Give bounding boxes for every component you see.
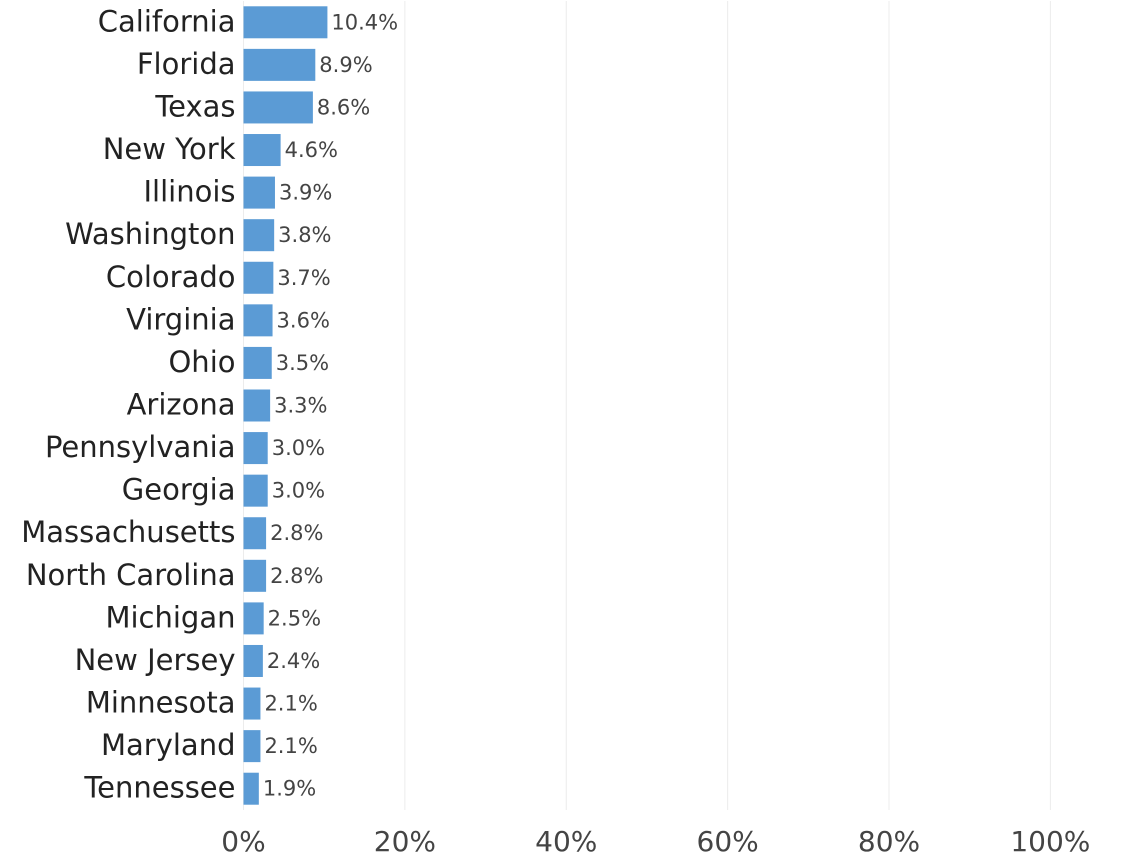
bar [243, 432, 268, 465]
value-label: 4.6% [285, 138, 338, 162]
bar [243, 602, 264, 635]
value-label: 3.6% [277, 308, 330, 332]
bar [243, 48, 316, 81]
value-label: 3.9% [279, 181, 332, 205]
y-tick-label: California [98, 4, 236, 38]
value-label: 3.5% [276, 351, 329, 375]
bar [243, 389, 271, 422]
bar [243, 6, 328, 39]
bar [243, 644, 263, 677]
y-tick-label: Illinois [143, 175, 235, 209]
y-tick-label: Massachusetts [21, 515, 235, 549]
value-label: 8.9% [319, 53, 372, 77]
x-tick-label: 80% [858, 825, 920, 858]
value-label: 3.3% [274, 394, 327, 418]
y-tick-label: Ohio [168, 345, 235, 379]
bar [243, 687, 261, 720]
value-label: 2.5% [268, 606, 321, 630]
y-tick-label: Colorado [106, 260, 236, 294]
y-tick-label: Michigan [105, 600, 235, 634]
value-label: 2.8% [270, 564, 323, 588]
y-tick-label: Maryland [101, 728, 236, 762]
bar [243, 559, 267, 592]
y-tick-label: Arizona [127, 388, 236, 422]
y-tick-label: Florida [137, 47, 236, 81]
x-tick-label: 100% [1010, 825, 1090, 858]
y-tick-label: New York [103, 132, 236, 166]
bar [243, 304, 273, 337]
value-label: 3.0% [272, 436, 325, 460]
value-label: 2.4% [267, 649, 320, 673]
y-tick-label: New Jersey [75, 643, 236, 677]
bar [243, 176, 275, 209]
y-tick-label: Georgia [122, 473, 236, 507]
bar [243, 730, 261, 763]
bar [243, 346, 272, 379]
y-tick-label: Washington [65, 217, 235, 251]
y-tick-label: North Carolina [26, 558, 236, 592]
value-label: 2.1% [264, 692, 317, 716]
bar [243, 772, 259, 805]
bar [243, 219, 275, 252]
value-label: 10.4% [331, 10, 398, 34]
y-tick-label: Tennessee [83, 771, 235, 805]
value-label: 8.6% [317, 95, 370, 119]
bar [243, 261, 274, 294]
x-tick-label: 40% [535, 825, 597, 858]
y-tick-label: Virginia [126, 302, 235, 336]
value-label: 3.8% [278, 223, 331, 247]
value-label: 1.9% [263, 777, 316, 801]
bar [243, 474, 268, 507]
y-tick-label: Minnesota [86, 686, 236, 720]
value-label: 2.1% [264, 734, 317, 758]
bar [243, 91, 313, 124]
value-label: 3.0% [272, 479, 325, 503]
y-tick-label: Texas [154, 89, 235, 123]
y-tick-label: Pennsylvania [45, 430, 236, 464]
value-label: 2.8% [270, 521, 323, 545]
x-tick-label: 20% [374, 825, 436, 858]
x-tick-label: 0% [221, 825, 265, 858]
bar [243, 134, 281, 167]
bar [243, 517, 267, 550]
value-label: 3.7% [277, 266, 330, 290]
x-tick-label: 60% [697, 825, 759, 858]
